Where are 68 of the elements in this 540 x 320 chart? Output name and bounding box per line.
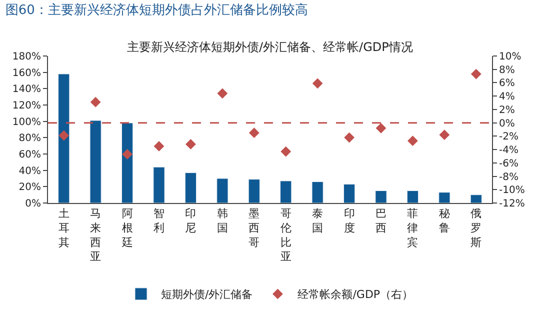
point xyxy=(58,130,70,141)
bar xyxy=(312,182,324,203)
chart-title: 图60：主要新兴经济体短期外债占外汇储备比例较高 xyxy=(5,2,308,18)
y2-tick-label: -6% xyxy=(499,158,518,170)
x-tick-label: 智利 xyxy=(154,207,164,234)
bar xyxy=(153,166,165,203)
bar xyxy=(375,190,387,203)
bar xyxy=(90,120,102,203)
x-tick-label: 阿根廷 xyxy=(120,207,133,249)
point xyxy=(154,141,164,152)
y2-tick-label: -2% xyxy=(499,132,518,143)
bar xyxy=(216,178,228,203)
point xyxy=(408,136,418,146)
legend-label: 短期外债/外汇储备 xyxy=(161,288,253,302)
y2-tick-label: 4% xyxy=(499,92,515,103)
y-tick-label: 60% xyxy=(18,150,41,160)
legend-label: 经常帐余额/GDP（右） xyxy=(298,288,414,302)
y-tick-label: 20% xyxy=(18,182,41,194)
point xyxy=(470,68,482,80)
y2-tick-label: 2% xyxy=(499,104,515,116)
point xyxy=(344,132,354,143)
x-tick-label: 秘鲁 xyxy=(438,207,450,234)
point xyxy=(90,96,101,108)
bar xyxy=(343,184,356,203)
bar xyxy=(280,180,292,203)
x-tick-label: 马来西亚 xyxy=(90,207,102,264)
y-tick-label: 0% xyxy=(25,198,41,210)
y2-tick-label: -4% xyxy=(499,145,518,156)
bar xyxy=(58,74,70,203)
point xyxy=(217,88,228,99)
y2-tick-label: -12% xyxy=(499,198,525,210)
x-tick-label: 泰国 xyxy=(312,207,324,234)
y-tick-label: 100% xyxy=(12,116,41,128)
point xyxy=(248,128,260,138)
bar xyxy=(121,122,134,203)
bar xyxy=(470,194,482,203)
y-tick-label: 40% xyxy=(18,166,41,177)
x-tick-label: 哥伦比亚 xyxy=(280,207,292,264)
x-tick-label: 俄罗斯 xyxy=(470,207,482,249)
y-tick-label: 80% xyxy=(18,133,41,144)
y-tick-label: 120% xyxy=(12,100,41,112)
x-tick-label: 巴西 xyxy=(376,207,386,234)
x-tick-label: 印尼 xyxy=(185,207,196,234)
x-tick-label: 土耳其 xyxy=(58,207,70,249)
point xyxy=(439,130,450,140)
bar xyxy=(184,172,197,203)
point xyxy=(280,146,292,157)
point xyxy=(312,78,323,89)
point xyxy=(376,122,386,134)
x-tick-label: 菲律宾 xyxy=(407,207,418,249)
y-tick-label: 140% xyxy=(12,84,41,96)
x-tick-label: 墨西哥 xyxy=(248,207,260,249)
bar xyxy=(248,179,260,203)
y2-tick-label: -8% xyxy=(499,172,518,183)
bar xyxy=(406,190,419,203)
y-tick-label: 160% xyxy=(12,68,41,79)
x-tick-label: 韩国 xyxy=(216,207,228,234)
x-tick-label: 印度 xyxy=(344,207,355,234)
y2-tick-label: 8% xyxy=(499,64,515,76)
y2-tick-label: 10% xyxy=(499,52,522,62)
bar xyxy=(438,192,450,203)
y2-tick-label: 6% xyxy=(499,78,515,90)
y2-tick-label: -10% xyxy=(499,185,525,196)
point xyxy=(122,149,132,160)
y-tick-label: 180% xyxy=(12,52,41,62)
y2-tick-label: 0% xyxy=(499,118,515,130)
point xyxy=(186,139,196,150)
chart-subtitle: 主要新兴经济体短期外债/外汇储备、经常帐/GDP情况 xyxy=(127,40,413,54)
